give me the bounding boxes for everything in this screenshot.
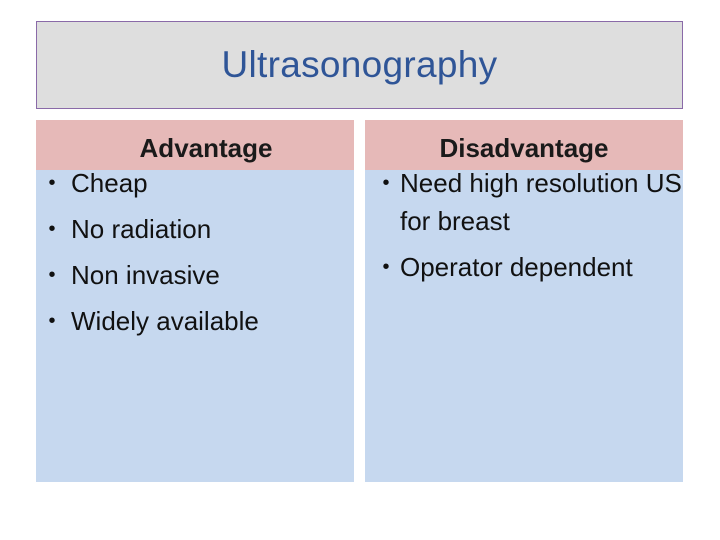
disadvantage-item-text: Operator dependent — [400, 252, 633, 282]
slide-title: Ultrasonography — [221, 44, 498, 85]
advantage-list: • Cheap • No radiation • Non invasive • … — [36, 164, 354, 340]
bullet-icon: • — [48, 218, 56, 240]
advantage-item-text: Widely available — [71, 306, 259, 336]
list-item: • Non invasive — [36, 256, 354, 294]
advantage-item-text: Cheap — [71, 168, 148, 198]
list-item: • Cheap — [36, 164, 354, 202]
list-item: • No radiation — [36, 210, 354, 248]
advantage-heading: Advantage — [36, 120, 354, 170]
disadvantage-list: • Need high resolution US for breast • O… — [365, 164, 683, 286]
bullet-icon: • — [382, 256, 390, 278]
advantage-item-text: No radiation — [71, 214, 212, 244]
bullet-icon: • — [382, 172, 390, 194]
bullet-icon: • — [48, 264, 56, 286]
title-box: Ultrasonography — [36, 21, 683, 109]
advantage-column: Advantage • Cheap • No radiation • Non i… — [36, 120, 354, 482]
list-item: • Widely available — [36, 302, 354, 340]
list-item: • Need high resolution US for breast — [365, 164, 683, 240]
disadvantage-heading: Disadvantage — [365, 120, 683, 170]
list-item: • Operator dependent — [365, 248, 683, 286]
disadvantage-item-text: Need high resolution US for breast — [400, 168, 682, 236]
bullet-icon: • — [48, 310, 56, 332]
advantage-item-text: Non invasive — [71, 260, 220, 290]
disadvantage-column: Disadvantage • Need high resolution US f… — [365, 120, 683, 482]
bullet-icon: • — [48, 172, 56, 194]
